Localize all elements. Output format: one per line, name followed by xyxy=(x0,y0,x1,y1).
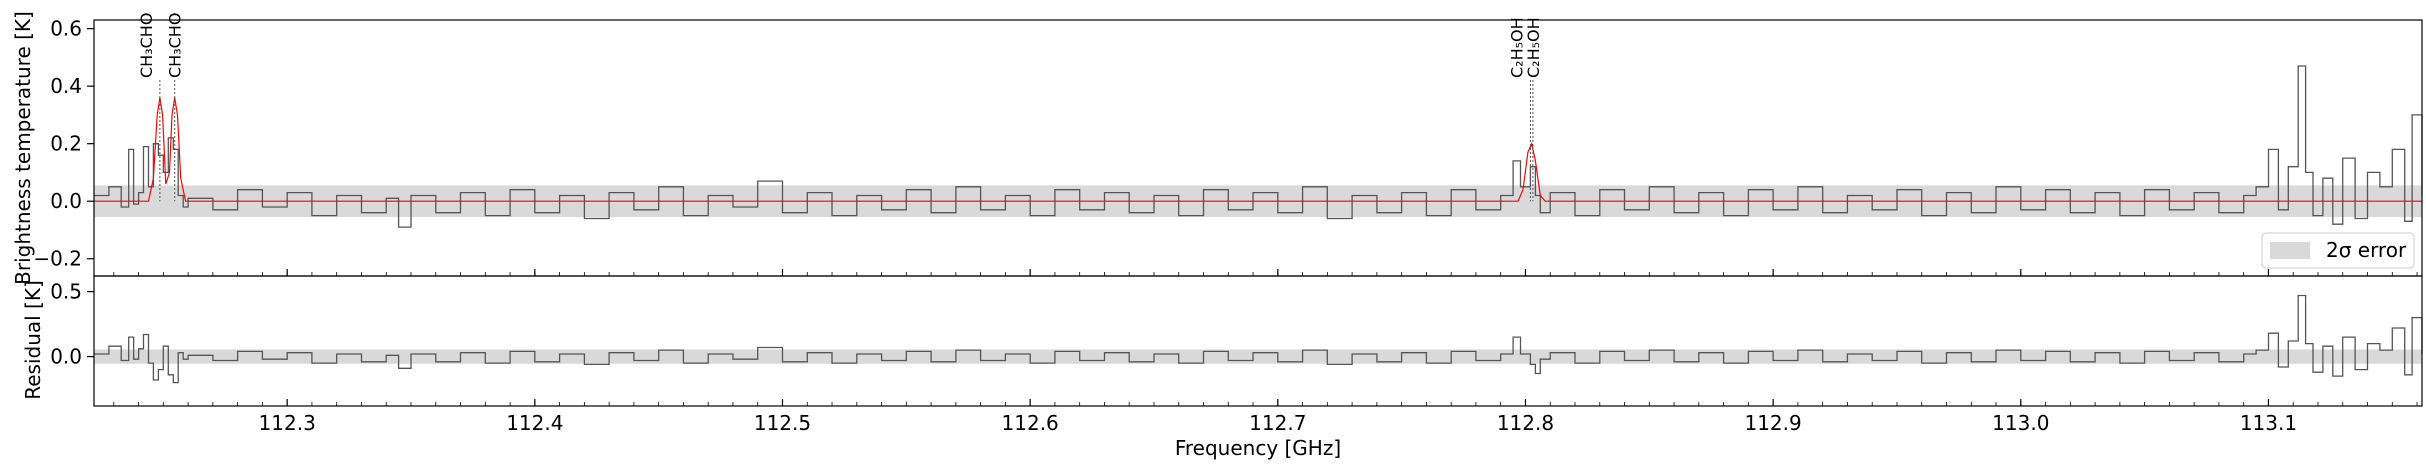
x-ticks: 112.3 112.4 112.5 112.6 112.7 112.8 112.9 113.0… xyxy=(113,269,2418,435)
x-tick-label: 112.8 xyxy=(1497,411,1554,435)
residual-band xyxy=(94,349,2422,364)
x-tick-label: 112.6 xyxy=(1002,411,1059,435)
observed-series-line xyxy=(94,65,2423,228)
residual-series-group xyxy=(94,294,2423,384)
x-tick-label: 113.1 xyxy=(2240,411,2297,435)
x-tick-label: 112.5 xyxy=(754,411,811,435)
x-tick-label: 112.9 xyxy=(1744,411,1801,435)
spectrum-y-ticks: −0.2 0.0 0.2 0.4 0.6 xyxy=(33,17,94,271)
y-tick-label: 0.0 xyxy=(50,189,82,213)
x-tick-label: 112.7 xyxy=(1249,411,1306,435)
legend-box xyxy=(2261,232,2415,269)
spectrum-y-axis-label: Brightness temperature [K] xyxy=(11,11,35,285)
residual-series-line xyxy=(94,294,2423,384)
residual-panel: 0.0 0.5 Residual [K] xyxy=(21,275,2423,407)
x-tick-label: 112.4 xyxy=(506,411,563,435)
line-id-label: CH₃CHO xyxy=(137,13,156,78)
legend: 2σ error xyxy=(2261,232,2415,269)
residual-frame xyxy=(93,275,2423,407)
y-tick-label: 0.0 xyxy=(50,345,82,369)
x-tick-label: 113.0 xyxy=(1992,411,2049,435)
y-tick-label: 0.5 xyxy=(50,280,82,304)
residual-y-ticks: 0.0 0.5 xyxy=(50,280,94,369)
line-id-label: C₂H₅OH xyxy=(1507,17,1526,78)
y-tick-label: 0.6 xyxy=(50,17,82,41)
spectrum-series-group xyxy=(94,65,2423,228)
y-tick-label: −0.2 xyxy=(33,247,82,271)
spectrum-frame xyxy=(93,19,2423,277)
line-id-label: C₂H₅OH xyxy=(1524,17,1543,78)
y-tick-label: 0.2 xyxy=(50,132,82,156)
y-tick-label: 0.4 xyxy=(50,74,82,98)
residual-y-axis-label: Residual [K] xyxy=(21,280,45,400)
legend-swatch xyxy=(2270,242,2310,259)
line-id-label: CH₃CHO xyxy=(166,13,185,78)
legend-label: 2σ error xyxy=(2326,238,2407,262)
x-tick-label: 112.3 xyxy=(259,411,316,435)
model-series-line xyxy=(94,97,2422,202)
x-axis-label: Frequency [GHz] xyxy=(1175,436,1341,460)
